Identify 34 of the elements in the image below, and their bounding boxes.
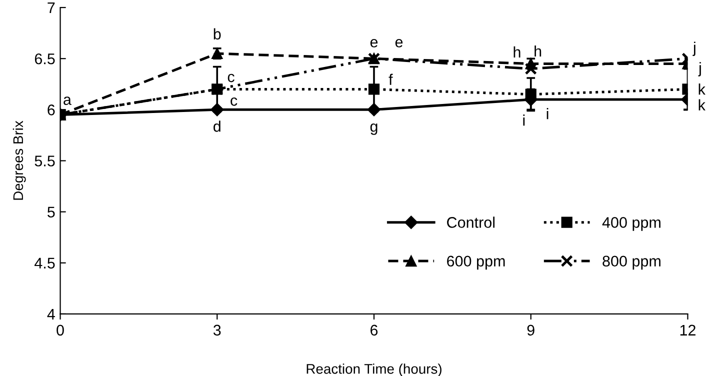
annotation: i (546, 108, 548, 120)
y-tick-label: 5.5 (34, 156, 55, 166)
annotation: h (514, 46, 520, 58)
x-tick-label: 9 (527, 324, 534, 336)
annotation: f (388, 74, 393, 85)
y-tick-label: 6.5 (34, 53, 55, 64)
x-tick-label: 6 (370, 324, 378, 336)
annotation: i (523, 114, 525, 126)
legend-label: 600 ppm (447, 256, 505, 270)
legend-label: Control (447, 216, 495, 228)
annotation: h (534, 45, 542, 57)
annotation: d (214, 120, 220, 132)
annotation: j (692, 42, 696, 56)
annotation: e (370, 39, 378, 48)
y-tick-label: 5 (48, 206, 55, 218)
annotation: c (228, 74, 234, 82)
y-tick-label: 4.5 (34, 258, 55, 269)
x-tick-label: 12 (680, 324, 696, 336)
annotation: j (698, 62, 701, 76)
legend-label: 400 ppm (602, 217, 660, 231)
annotation: c (230, 97, 238, 106)
annotation: e (395, 39, 403, 48)
y-tick-label: 6 (48, 104, 55, 116)
y-tick-label: 4 (47, 308, 55, 320)
y-axis-title: Degrees Brix (12, 120, 26, 200)
annotation: g (370, 123, 378, 135)
annotation: a (64, 96, 72, 105)
y-tick-label: 7 (48, 2, 55, 14)
x-tick-label: 0 (56, 324, 64, 336)
legend-label: 800 ppm (602, 256, 660, 270)
annotation: k (698, 84, 706, 95)
annotation: k (698, 99, 706, 110)
x-tick-label: 3 (213, 324, 221, 336)
annotation: b (214, 28, 221, 40)
